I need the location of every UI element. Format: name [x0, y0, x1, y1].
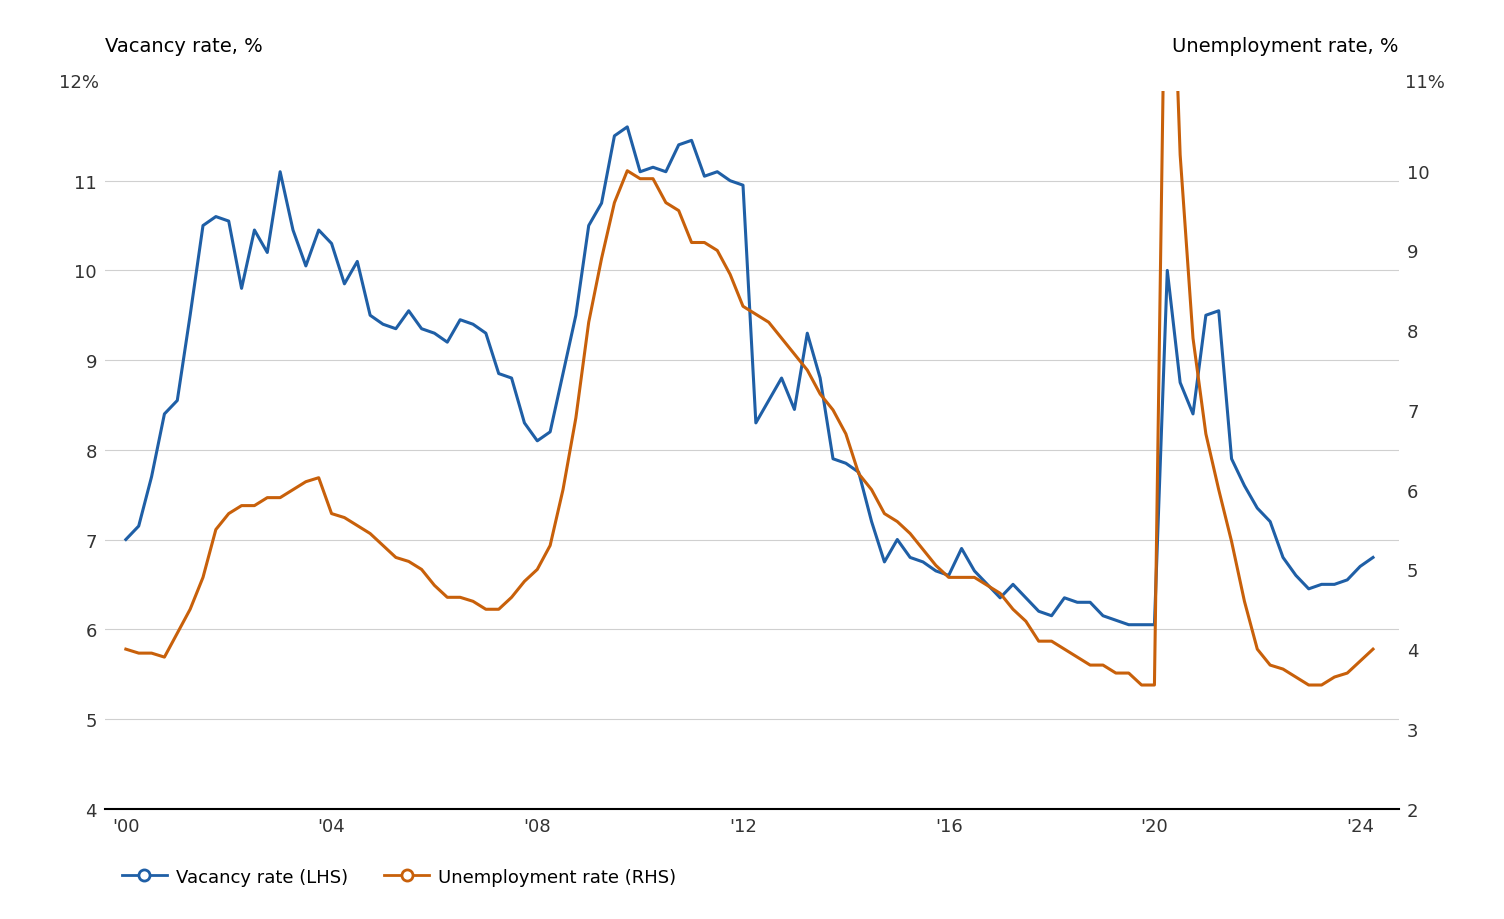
Text: 12%: 12% — [59, 74, 99, 92]
Text: Unemployment rate, %: Unemployment rate, % — [1172, 37, 1399, 56]
Text: Vacancy rate, %: Vacancy rate, % — [105, 37, 263, 56]
Legend: Vacancy rate (LHS), Unemployment rate (RHS): Vacancy rate (LHS), Unemployment rate (R… — [114, 860, 683, 893]
Text: 11%: 11% — [1405, 74, 1445, 92]
